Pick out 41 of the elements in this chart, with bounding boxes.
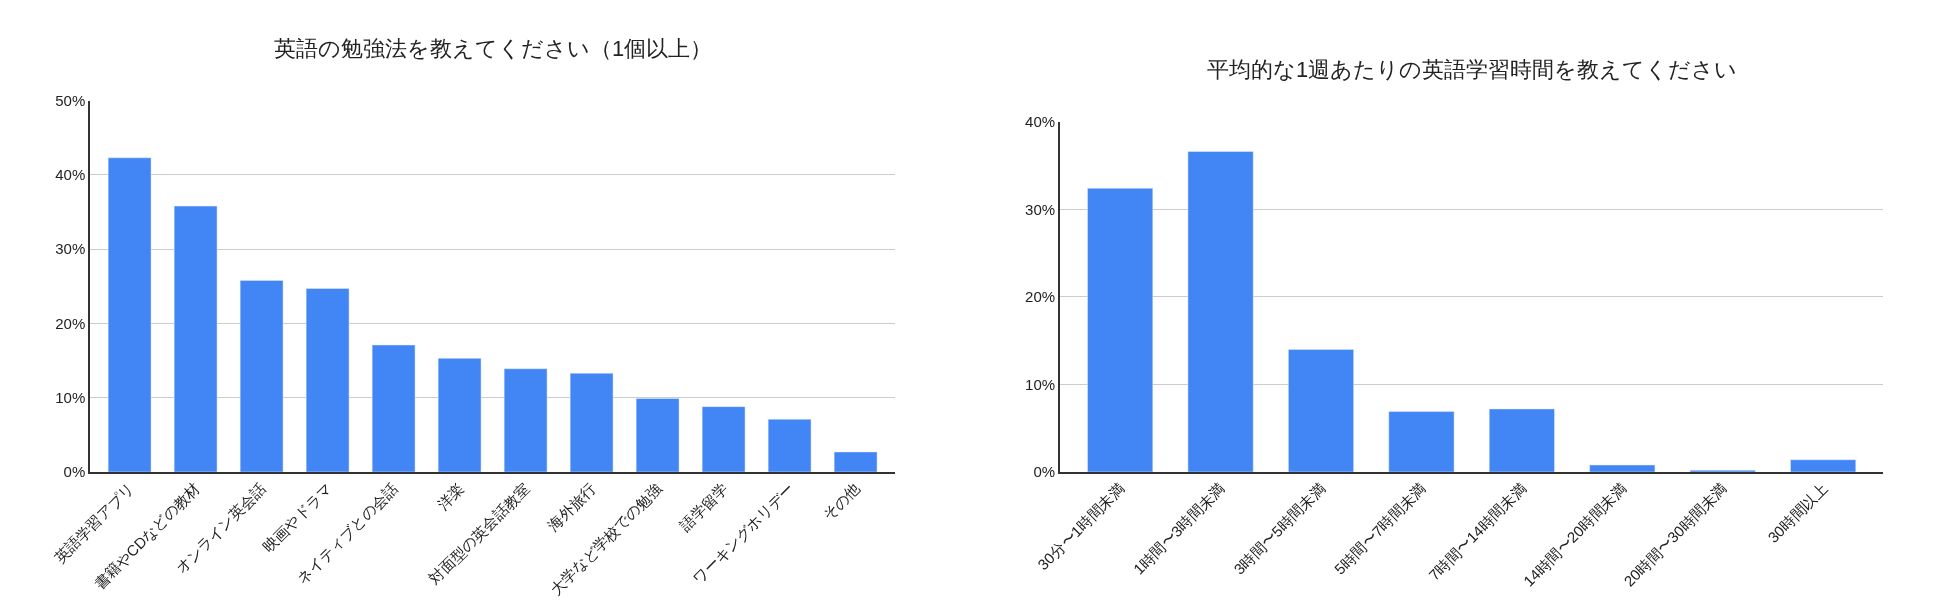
bar bbox=[635, 398, 680, 472]
bar bbox=[701, 406, 746, 472]
bar bbox=[1790, 459, 1857, 472]
y-tick-label: 20% bbox=[1025, 288, 1056, 306]
y-tick-label: 50% bbox=[55, 91, 86, 109]
bar bbox=[1488, 408, 1555, 472]
bar bbox=[833, 451, 878, 472]
y-tick-label: 30% bbox=[55, 240, 86, 258]
bar bbox=[1187, 151, 1254, 472]
bar bbox=[305, 288, 350, 472]
bar bbox=[1288, 349, 1354, 472]
x-tick-label: 5時間〜7時間未満 bbox=[1330, 479, 1429, 578]
bar bbox=[1589, 464, 1656, 472]
y-tick-label: 30% bbox=[1025, 200, 1056, 218]
x-tick-label: 30分〜1時間未満 bbox=[1034, 479, 1128, 574]
y-tick-label: 40% bbox=[1025, 112, 1056, 130]
bar bbox=[371, 344, 416, 472]
bar bbox=[767, 419, 812, 472]
bar bbox=[437, 358, 482, 472]
bar bbox=[239, 280, 284, 472]
y-tick-label: 10% bbox=[1025, 375, 1056, 393]
bar bbox=[503, 368, 548, 472]
y-tick-label: 20% bbox=[55, 314, 86, 332]
x-tick-label: 海外旅行 bbox=[544, 479, 600, 535]
y-tick-label: 0% bbox=[63, 463, 86, 481]
x-tick-label: 30時間以上 bbox=[1764, 479, 1831, 546]
y-tick-label: 0% bbox=[1033, 463, 1056, 481]
bar bbox=[1388, 411, 1455, 472]
bar bbox=[569, 372, 614, 472]
bar bbox=[107, 157, 152, 472]
x-tick-label: 3時間〜5時間未満 bbox=[1230, 479, 1329, 578]
y-tick-label: 10% bbox=[55, 388, 86, 406]
bar bbox=[1087, 188, 1154, 472]
x-tick-label: 1時間〜3時間未満 bbox=[1129, 479, 1228, 578]
chart-title: 英語の勉強法を教えてください（1個以上） bbox=[274, 36, 713, 61]
y-tick-label: 40% bbox=[55, 166, 86, 184]
x-tick-label: 語学留学 bbox=[676, 479, 732, 535]
x-tick-label: 洋楽 bbox=[433, 479, 468, 513]
bar bbox=[173, 205, 218, 472]
x-tick-label: その他 bbox=[819, 479, 864, 524]
chart-title: 平均的な1週あたりの英語学習時間を教えてください bbox=[1207, 57, 1738, 82]
